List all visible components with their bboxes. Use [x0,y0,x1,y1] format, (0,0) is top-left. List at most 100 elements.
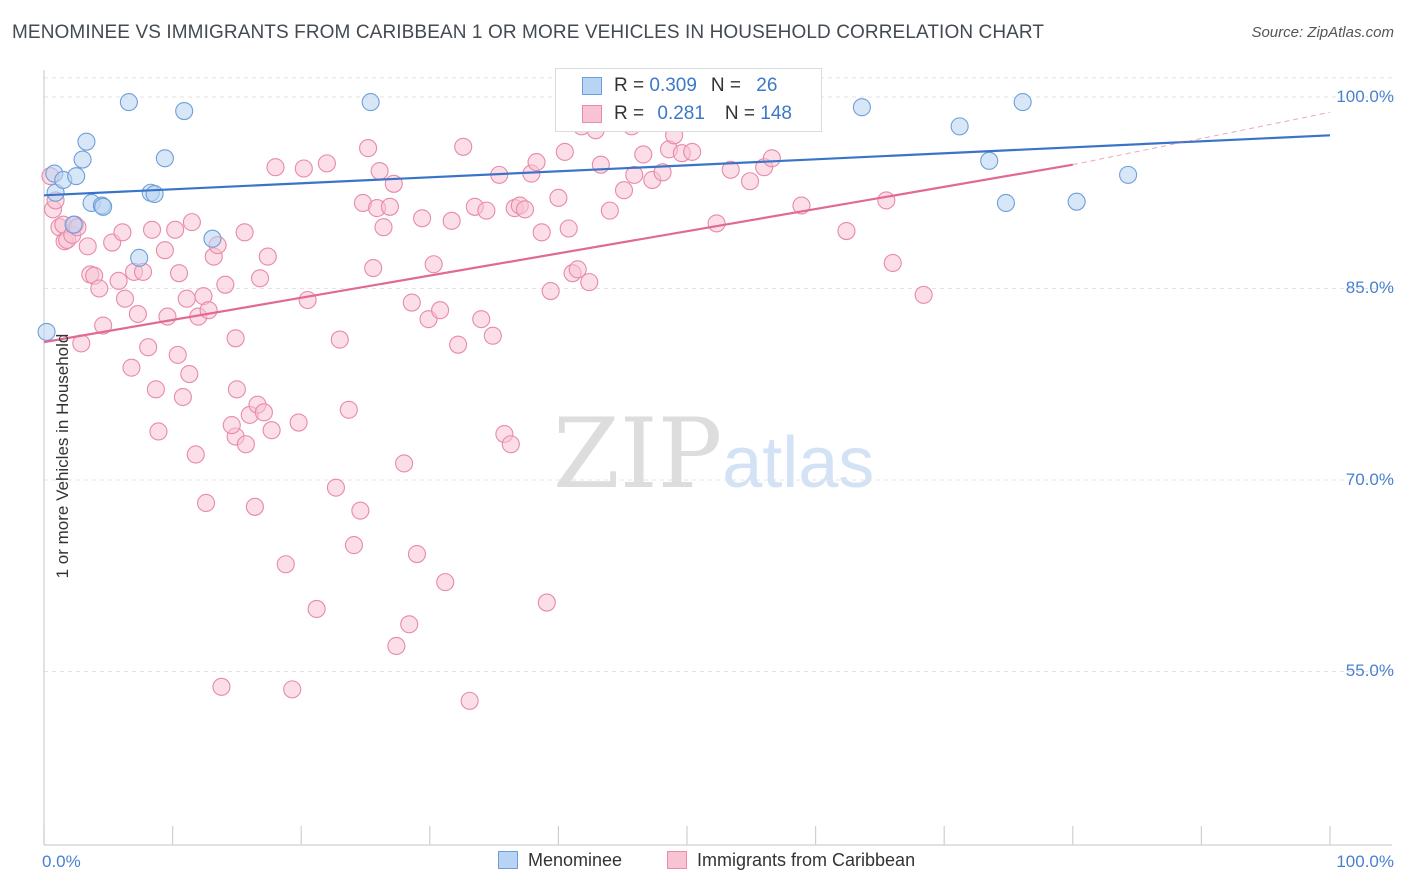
caribbean-point[interactable] [173,387,192,407]
caribbean-point[interactable] [837,222,856,241]
caribbean-point[interactable] [186,445,205,464]
caribbean-point[interactable] [169,264,189,283]
caribbean-point[interactable] [289,413,308,432]
caribbean-point[interactable] [196,493,216,513]
caribbean-point[interactable] [250,269,270,288]
caribbean-point[interactable] [298,290,317,310]
caribbean-point[interactable] [339,400,358,419]
caribbean-point[interactable] [262,421,281,440]
caribbean-point[interactable] [182,213,201,232]
caribbean-point[interactable] [235,223,254,242]
caribbean-point[interactable] [266,158,285,177]
caribbean-point[interactable] [364,259,383,278]
caribbean-point[interactable] [532,223,551,242]
caribbean-point[interactable] [477,201,496,220]
caribbean-point[interactable] [614,181,634,200]
caribbean-point[interactable] [245,497,264,516]
caribbean-point[interactable] [625,165,644,184]
caribbean-point[interactable] [115,289,135,308]
caribbean-point[interactable] [387,636,406,656]
caribbean-point[interactable] [294,159,313,178]
caribbean-point[interactable] [431,301,450,320]
caribbean-point[interactable] [740,172,760,191]
caribbean-point[interactable] [600,201,619,220]
menominee-point[interactable] [94,197,113,216]
caribbean-point[interactable] [276,555,295,574]
menominee-point[interactable] [67,167,86,186]
caribbean-point[interactable] [216,275,235,294]
caribbean-point[interactable] [407,544,426,564]
menominee-point[interactable] [64,215,83,234]
caribbean-point[interactable] [344,536,363,555]
caribbean-point[interactable] [326,478,345,497]
caribbean-point[interactable] [351,501,370,520]
caribbean-point[interactable] [454,137,473,156]
menominee-point[interactable] [996,193,1015,213]
caribbean-point[interactable] [258,247,277,266]
caribbean-point[interactable] [883,253,902,273]
caribbean-point[interactable] [449,335,468,354]
caribbean-point[interactable] [472,310,491,329]
caribbean-point[interactable] [653,163,672,182]
caribbean-point[interactable] [139,338,158,357]
caribbean-point[interactable] [330,330,349,349]
caribbean-point[interactable] [177,289,196,308]
caribbean-point[interactable] [307,599,326,618]
caribbean-point[interactable] [580,273,599,292]
menominee-point[interactable] [950,117,969,136]
caribbean-point[interactable] [359,139,378,158]
caribbean-point[interactable] [541,282,560,301]
caribbean-point[interactable] [707,214,726,233]
caribbean-point[interactable] [155,241,174,260]
menominee-point[interactable] [1067,192,1086,211]
caribbean-point[interactable] [683,142,702,161]
caribbean-point[interactable] [222,416,241,435]
caribbean-point[interactable] [166,220,185,239]
menominee-point[interactable] [73,150,92,169]
caribbean-point[interactable] [442,211,461,230]
caribbean-point[interactable] [914,285,933,304]
caribbean-point[interactable] [94,316,113,335]
menominee-point[interactable] [1013,93,1032,112]
caribbean-point[interactable] [413,209,432,228]
menominee-point[interactable] [203,229,222,248]
caribbean-point[interactable] [317,154,336,173]
caribbean-point[interactable] [436,573,455,592]
caribbean-point[interactable] [109,271,128,290]
caribbean-point[interactable] [515,200,535,219]
caribbean-point[interactable] [527,153,546,172]
menominee-point[interactable] [77,132,96,151]
caribbean-point[interactable] [762,149,781,168]
caribbean-point[interactable] [537,593,556,612]
caribbean-point[interactable] [122,358,141,377]
menominee-point[interactable] [37,322,56,341]
caribbean-point[interactable] [424,255,443,274]
caribbean-point[interactable] [168,345,187,364]
menominee-point[interactable] [145,184,164,204]
caribbean-point[interactable] [149,422,168,441]
caribbean-point[interactable] [78,237,97,256]
caribbean-point[interactable] [549,188,568,207]
caribbean-point[interactable] [460,691,479,710]
caribbean-point[interactable] [236,435,255,454]
caribbean-point[interactable] [212,677,231,696]
caribbean-point[interactable] [559,219,578,238]
caribbean-point[interactable] [113,223,132,242]
caribbean-point[interactable] [634,145,653,164]
caribbean-point[interactable] [283,680,302,699]
caribbean-point[interactable] [199,301,218,320]
caribbean-point[interactable] [501,435,520,454]
caribbean-point[interactable] [402,293,421,312]
caribbean-point[interactable] [128,304,147,324]
caribbean-point[interactable] [254,403,273,422]
caribbean-point[interactable] [146,380,165,399]
legend-item-menominee[interactable]: Menominee [498,850,622,871]
caribbean-point[interactable] [400,615,419,634]
caribbean-point[interactable] [90,279,109,298]
caribbean-point[interactable] [142,220,162,239]
caribbean-point[interactable] [227,380,246,399]
caribbean-point[interactable] [380,197,399,216]
legend-item-caribbean[interactable]: Immigrants from Caribbean [667,850,915,871]
caribbean-point[interactable] [370,161,389,181]
caribbean-point[interactable] [721,160,740,179]
